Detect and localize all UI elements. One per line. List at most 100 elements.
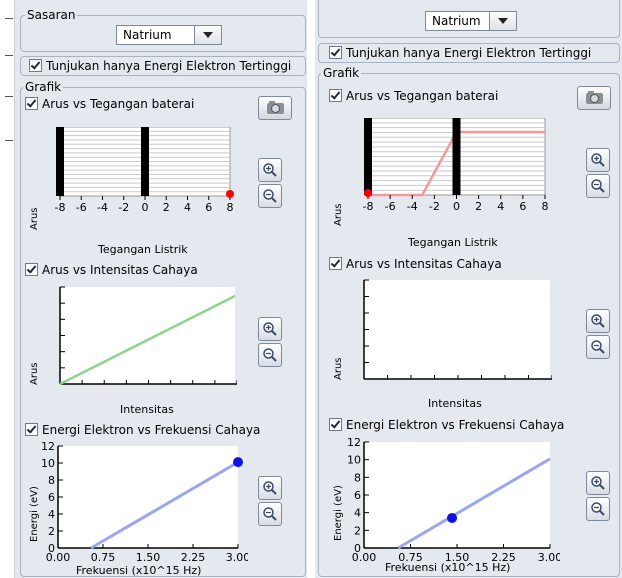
zoom-in-button[interactable] (586, 309, 610, 333)
grafik-group: Grafik (20, 80, 306, 577)
chevron-down-icon[interactable] (489, 12, 516, 30)
y-tick-label: 2 (48, 525, 55, 538)
zoom-out-button[interactable] (258, 184, 282, 208)
grafik-group: Grafik (318, 66, 620, 577)
checkbox-checked-icon[interactable] (25, 423, 38, 436)
right-control-panel: Natrium Tunjukan hanya Energi Elektron T… (315, 0, 622, 578)
checkbox-checked-icon[interactable] (329, 89, 342, 102)
chart3-checkbox[interactable]: Energi Elektron vs Frekuensi Cahaya (329, 418, 564, 432)
zoom-out-icon (263, 189, 277, 203)
target-group: Natrium (318, 0, 620, 38)
axis-bar (56, 127, 64, 196)
current-vs-intensity-plot (360, 278, 553, 380)
plot-svg (363, 279, 553, 380)
zoom-out-button[interactable] (586, 335, 610, 359)
plot-svg: 0 2 4 6 8 10 12 0.00 0.75 1.50 2.25 3.00 (347, 436, 562, 564)
sasaran-label: Sasaran (25, 8, 78, 22)
zoom-in-button[interactable] (586, 471, 610, 495)
plot-svg: 0 2 4 6 8 10 12 0.00 0.75 1.50 2.25 3.00 (41, 440, 250, 564)
zoom-in-button[interactable] (258, 476, 282, 500)
checkbox-checked-icon[interactable] (29, 59, 42, 72)
x-tick-label: 4 (497, 200, 504, 213)
y-tick-label: 2 (354, 524, 361, 537)
current-vs-voltage-plot: -8 -6 -4 -2 0 2 4 6 8 (362, 117, 551, 217)
zoom-out-button[interactable] (586, 174, 610, 198)
plot-area (364, 280, 550, 379)
target-select[interactable]: Natrium (116, 25, 222, 45)
y-tick-label: 12 (41, 440, 55, 453)
checkbox-checked-icon[interactable] (25, 97, 38, 110)
y-tick-label: 0 (354, 542, 361, 555)
y-tick-label: 6 (48, 491, 55, 504)
x-tick-label: 0.75 (91, 551, 116, 564)
zoom-out-button[interactable] (258, 502, 282, 526)
chart3-title: Energi Elektron vs Frekuensi Cahaya (42, 423, 261, 437)
chart2-checkbox[interactable]: Arus vs Intensitas Cahaya (25, 263, 198, 277)
x-tick-label: 0.00 (46, 551, 71, 564)
checkbox-checked-icon[interactable] (329, 46, 342, 59)
x-tick-label: -2 (429, 200, 440, 213)
series-line (90, 460, 239, 550)
current-vs-intensity-plot (56, 285, 238, 386)
x-tick-label: 0.75 (398, 551, 423, 564)
chart3-xlabel: Frekuensi (x10^15 Hz) (76, 564, 202, 577)
chart2-title: Arus vs Intensitas Cahaya (42, 263, 198, 277)
chart1-checkbox[interactable]: Arus vs Tegangan baterai (25, 97, 194, 111)
zoom-in-icon (263, 322, 277, 336)
camera-icon (586, 91, 603, 104)
zoom-in-icon (591, 314, 605, 328)
camera-icon (267, 101, 284, 114)
chart3-checkbox[interactable]: Energi Elektron vs Frekuensi Cahaya (25, 423, 260, 437)
sasaran-group: Sasaran Natrium (20, 8, 306, 52)
chart1-ylabel: Arus (29, 207, 40, 231)
chart1-checkbox[interactable]: Arus vs Tegangan baterai (329, 89, 498, 103)
chart1-xlabel: Tegangan Listrik (408, 236, 498, 249)
zoom-out-icon (263, 348, 277, 362)
checkbox-checked-icon[interactable] (329, 257, 342, 270)
zoom-in-button[interactable] (258, 317, 282, 341)
zoom-in-button[interactable] (586, 148, 610, 172)
energy-marker (447, 512, 458, 523)
zoom-in-button[interactable] (258, 158, 282, 182)
highest-energy-group: Tunjukan hanya Energi Elektron Tertinggi (318, 43, 620, 63)
plot-svg: -8 -6 -4 -2 0 2 4 6 8 (55, 126, 234, 214)
zoom-out-button[interactable] (586, 497, 610, 521)
grafik-label: Grafik (23, 80, 64, 94)
camera-button[interactable] (258, 96, 292, 120)
left-control-panel: Sasaran Natrium Tunjukan hanya Energi El… (0, 0, 307, 578)
zoom-out-icon (591, 502, 605, 516)
checkbox-checked-icon[interactable] (25, 263, 38, 276)
x-tick-label: 0 (453, 200, 460, 213)
camera-button[interactable] (577, 86, 611, 110)
x-tick-label: 6 (205, 201, 212, 214)
x-tick-label: 1.50 (445, 551, 470, 564)
chart2-xlabel: Intensitas (428, 397, 482, 410)
x-tick-label: 0.00 (352, 551, 377, 564)
target-select-value: Natrium (432, 14, 481, 28)
plot-svg: -8 -6 -4 -2 0 2 4 6 8 (363, 117, 549, 213)
zoom-out-icon (591, 340, 605, 354)
zoom-out-button[interactable] (258, 343, 282, 367)
only-highest-checkbox[interactable]: Tunjukan hanya Energi Elektron Tertinggi (29, 59, 291, 73)
target-select[interactable]: Natrium (425, 11, 517, 31)
target-select-value: Natrium (123, 28, 172, 42)
checkbox-checked-icon[interactable] (329, 418, 342, 431)
chart3-xlabel: Frekuensi (x10^15 Hz) (385, 561, 511, 574)
y-tick-label: 10 (347, 454, 361, 467)
series-line (368, 130, 545, 197)
x-tick-label: 2 (475, 200, 482, 213)
chevron-down-icon[interactable] (194, 26, 221, 44)
energy-vs-frequency-plot: 0 2 4 6 8 10 12 0.00 0.75 1.50 2.25 3.00 (332, 436, 562, 564)
current-marker (364, 189, 372, 197)
y-tick-label: 6 (354, 489, 361, 502)
chart1-ylabel: Arus (333, 203, 344, 227)
x-tick-label: 6 (519, 200, 526, 213)
x-tick-label: 2 (163, 201, 170, 214)
only-highest-checkbox[interactable]: Tunjukan hanya Energi Elektron Tertinggi (329, 46, 591, 60)
chart2-checkbox[interactable]: Arus vs Intensitas Cahaya (329, 257, 502, 271)
zoom-out-icon (591, 179, 605, 193)
zoom-in-icon (263, 163, 277, 177)
y-tick-label: 8 (48, 474, 55, 487)
chart3-ylabel: Energi (eV) (333, 485, 344, 541)
chart1-title: Arus vs Tegangan baterai (346, 89, 499, 103)
